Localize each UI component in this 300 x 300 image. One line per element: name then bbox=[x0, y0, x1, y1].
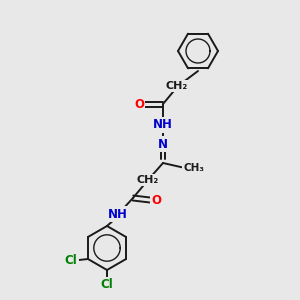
Text: CH₂: CH₂ bbox=[166, 81, 188, 91]
Text: Cl: Cl bbox=[64, 254, 77, 268]
Text: Cl: Cl bbox=[100, 278, 113, 292]
Text: N: N bbox=[158, 137, 168, 151]
Text: O: O bbox=[134, 98, 144, 110]
Text: NH: NH bbox=[108, 208, 128, 220]
Text: O: O bbox=[151, 194, 161, 206]
Text: CH₃: CH₃ bbox=[184, 163, 205, 173]
Text: NH: NH bbox=[153, 118, 173, 131]
Text: CH₂: CH₂ bbox=[137, 175, 159, 185]
